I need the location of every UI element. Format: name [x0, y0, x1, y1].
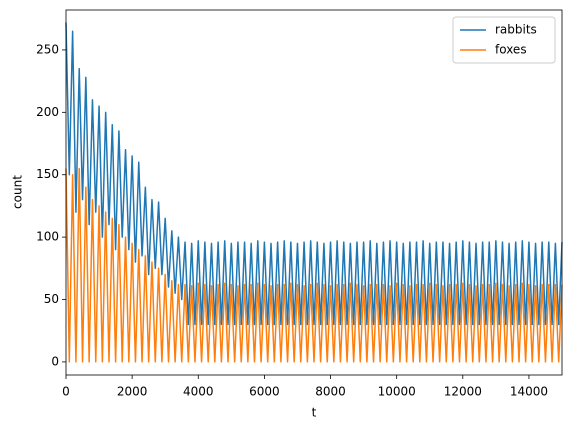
x-tick-label: 8000	[315, 385, 346, 399]
legend-label: rabbits	[495, 23, 537, 37]
x-tick-label: 0	[62, 385, 70, 399]
x-tick-label: 2000	[117, 385, 148, 399]
series-line	[65, 167, 563, 363]
y-axis-label: count	[11, 175, 25, 209]
y-tick-label: 250	[36, 42, 59, 56]
series-line	[65, 22, 563, 326]
x-axis-label: t	[312, 406, 317, 420]
y-tick-label: 0	[51, 354, 59, 368]
x-tick-label: 10000	[378, 385, 416, 399]
x-tick-label: 14000	[510, 385, 548, 399]
legend-box	[452, 16, 556, 64]
y-tick-label: 200	[36, 105, 59, 119]
x-tick-label: 12000	[444, 385, 482, 399]
plot-frame	[65, 9, 563, 376]
y-tick-label: 150	[36, 167, 59, 181]
y-tick-label: 50	[44, 292, 59, 306]
legend-label: foxes	[495, 43, 527, 57]
y-tick-label: 100	[36, 230, 59, 244]
x-tick-label: 4000	[183, 385, 214, 399]
x-tick-label: 6000	[249, 385, 280, 399]
